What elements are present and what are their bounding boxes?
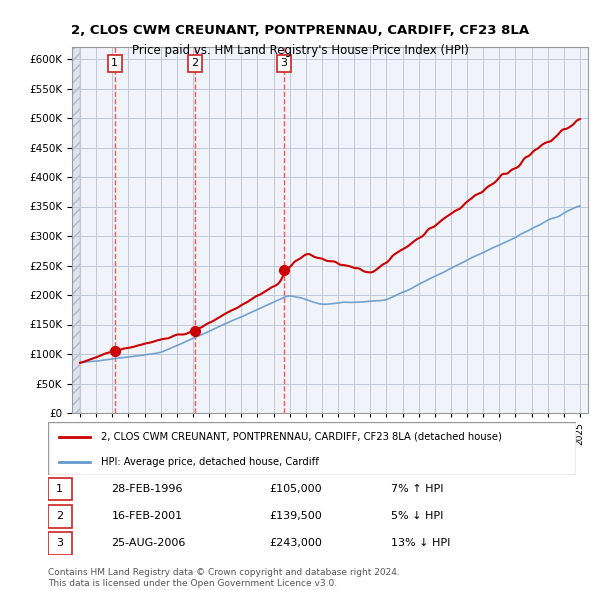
Text: 7% ↑ HPI: 7% ↑ HPI: [391, 484, 444, 494]
FancyBboxPatch shape: [48, 422, 576, 475]
Text: 1: 1: [56, 484, 63, 494]
FancyBboxPatch shape: [48, 532, 72, 555]
Text: 2, CLOS CWM CREUNANT, PONTPRENNAU, CARDIFF, CF23 8LA (detached house): 2, CLOS CWM CREUNANT, PONTPRENNAU, CARDI…: [101, 432, 502, 442]
Text: 28-FEB-1996: 28-FEB-1996: [112, 484, 183, 494]
Text: 5% ↓ HPI: 5% ↓ HPI: [391, 512, 443, 522]
Text: 25-AUG-2006: 25-AUG-2006: [112, 539, 186, 549]
Text: 13% ↓ HPI: 13% ↓ HPI: [391, 539, 451, 549]
Text: Contains HM Land Registry data © Crown copyright and database right 2024.: Contains HM Land Registry data © Crown c…: [48, 568, 400, 576]
Text: 3: 3: [56, 539, 63, 549]
Text: 16-FEB-2001: 16-FEB-2001: [112, 512, 182, 522]
Text: 2, CLOS CWM CREUNANT, PONTPRENNAU, CARDIFF, CF23 8LA: 2, CLOS CWM CREUNANT, PONTPRENNAU, CARDI…: [71, 24, 529, 37]
Bar: [72, 47, 80, 413]
Text: 2: 2: [56, 512, 63, 522]
Text: HPI: Average price, detached house, Cardiff: HPI: Average price, detached house, Card…: [101, 457, 319, 467]
Bar: [72, 47, 80, 413]
Text: £105,000: £105,000: [270, 484, 322, 494]
Text: £139,500: £139,500: [270, 512, 323, 522]
FancyBboxPatch shape: [48, 478, 72, 500]
Text: £243,000: £243,000: [270, 539, 323, 549]
FancyBboxPatch shape: [48, 505, 72, 527]
Text: 3: 3: [281, 58, 287, 68]
Text: This data is licensed under the Open Government Licence v3.0.: This data is licensed under the Open Gov…: [48, 579, 337, 588]
Text: 1: 1: [111, 58, 118, 68]
Text: 2: 2: [191, 58, 199, 68]
Text: Price paid vs. HM Land Registry's House Price Index (HPI): Price paid vs. HM Land Registry's House …: [131, 44, 469, 57]
